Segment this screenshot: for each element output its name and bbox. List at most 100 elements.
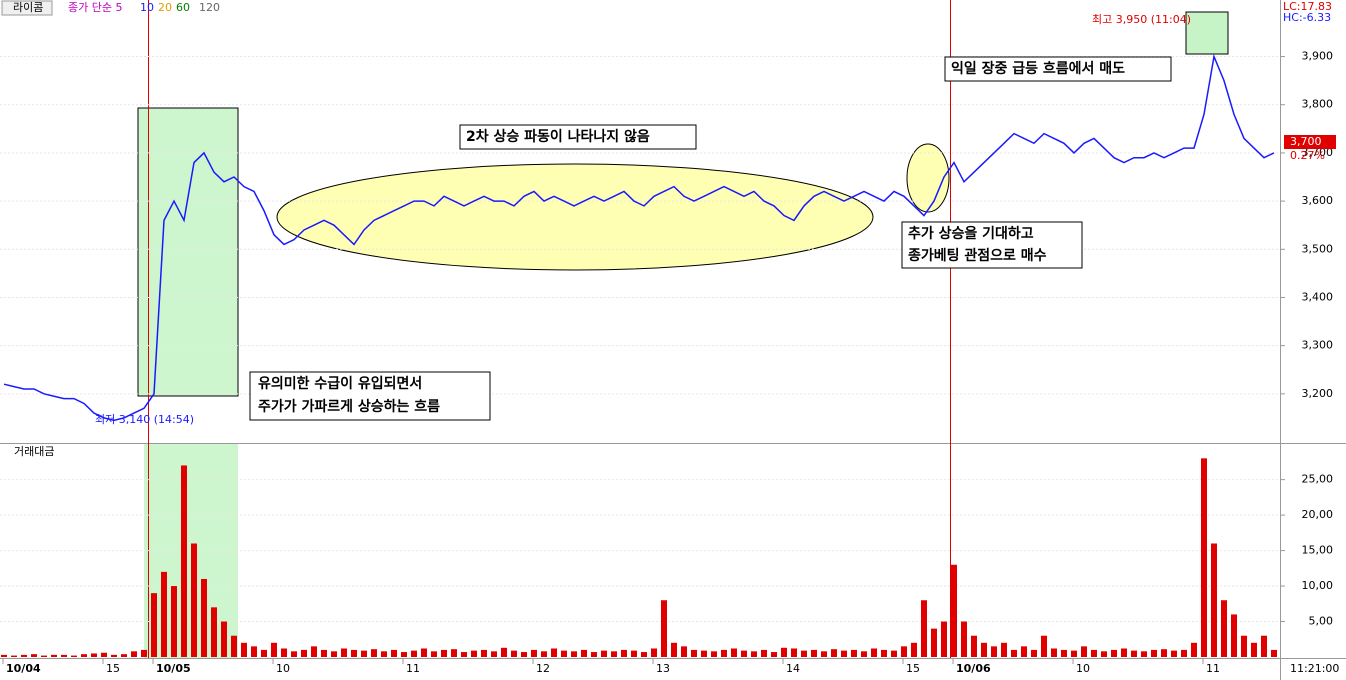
volume-bar [411,650,417,657]
y-tick-label: 15,00 [1302,544,1334,557]
volume-bar [1211,543,1217,657]
x-tick-label: 11 [406,662,420,675]
volume-bar [1011,649,1017,657]
x-tick-label: 14 [786,662,800,675]
volume-bar [911,642,917,657]
volume-bar [971,635,977,657]
time-label: 11:21:00 [1290,662,1339,675]
x-tick-label: 15 [906,662,920,675]
y-tick-label: 5,00 [1309,615,1334,628]
volume-bar [191,543,197,657]
volume-bar [1241,635,1247,657]
lc-label: LC:17.83 [1283,0,1332,13]
volume-bar [1,654,7,657]
x-tick-label: 15 [106,662,120,675]
volume-bar [621,649,627,657]
last-change: 0.27% [1290,149,1325,162]
volume-bar [61,654,67,657]
volume-bar [421,648,427,657]
y-tick-label: 3,200 [1302,387,1334,400]
volume-bar [121,654,127,657]
volume-bar [901,646,907,657]
volume-bar [401,652,407,657]
volume-bar [231,635,237,657]
volume-bar [1221,600,1227,657]
volume-bar [801,650,807,657]
volume-bar [1181,649,1187,657]
ma-legend: 10 [140,1,154,14]
volume-bar [71,655,77,657]
volume-bar [1251,642,1257,657]
volume-bar [321,649,327,657]
volume-bar [541,651,547,657]
volume-bar [271,642,277,657]
volume-bar [1021,646,1027,657]
x-tick-label: 13 [656,662,670,675]
y-tick-label: 3,300 [1302,339,1334,352]
last-price: 3,700 [1290,135,1322,148]
volume-bar [751,651,757,657]
y-tick-label: 3,500 [1302,242,1334,255]
volume-bar [951,564,957,657]
low-label: 최저 3,140 (14:54) [95,413,194,426]
volume-bar [941,621,947,657]
volume-bar [1141,651,1147,657]
volume-bar [1051,648,1057,657]
volume-bar [741,650,747,657]
volume-bar [511,650,517,657]
volume-bar [481,649,487,657]
volume-bar [1031,649,1037,657]
volume-bar [361,650,367,657]
volume-bar [551,648,557,657]
volume-bar [681,646,687,657]
y-tick-label: 10,00 [1302,579,1334,592]
volume-bar [51,654,57,657]
volume-bar [1201,458,1207,657]
highlight-ellipse [276,163,874,271]
volume-bar [1101,651,1107,657]
volume-bar [1191,642,1197,657]
volume-bar [1071,650,1077,657]
x-tick-label: 10/06 [956,662,991,675]
annotation: 주가가 가파르게 상승하는 흐름 [258,398,440,415]
volume-bar [11,655,17,657]
annotation-box [901,221,1083,269]
volume-bar [791,648,797,657]
volume-bar [891,650,897,657]
volume-bar [391,649,397,657]
annotation: 유의미한 수급이 유입되면서 [258,375,422,392]
volume-bar [281,648,287,657]
highlight-box [137,107,239,397]
volume-bar [1081,646,1087,657]
volume-bar [341,648,347,657]
volume-bar [931,628,937,657]
volume-bar [151,593,157,657]
last-price-box [1284,135,1336,149]
volume-bar [431,651,437,657]
symbol: 라이콤 [13,1,43,14]
volume-bar [651,648,657,657]
volume-bar [561,650,567,657]
volume-bar [721,649,727,657]
volume-bar [451,649,457,657]
volume-bar [811,649,817,657]
ma-legend: 종가 단순 5 [68,1,122,14]
volume-title: 거래대금 [14,445,54,458]
volume-bar [1231,614,1237,657]
annotation: 추가 상승을 기대하고 [908,225,1034,242]
ma-legend: 20 [158,1,172,14]
volume-bar [471,650,477,657]
y-tick-label: 3,700 [1302,146,1334,159]
annotation-box [249,371,491,421]
volume-bar [111,654,117,657]
volume-bar [1271,649,1277,657]
x-tick-label: 10 [276,662,290,675]
volume-bar [831,649,837,657]
volume-bar [331,651,337,657]
volume-bar [31,654,37,657]
x-tick-label: 10/05 [156,662,191,675]
volume-bar [591,652,597,657]
volume-bar [351,649,357,657]
